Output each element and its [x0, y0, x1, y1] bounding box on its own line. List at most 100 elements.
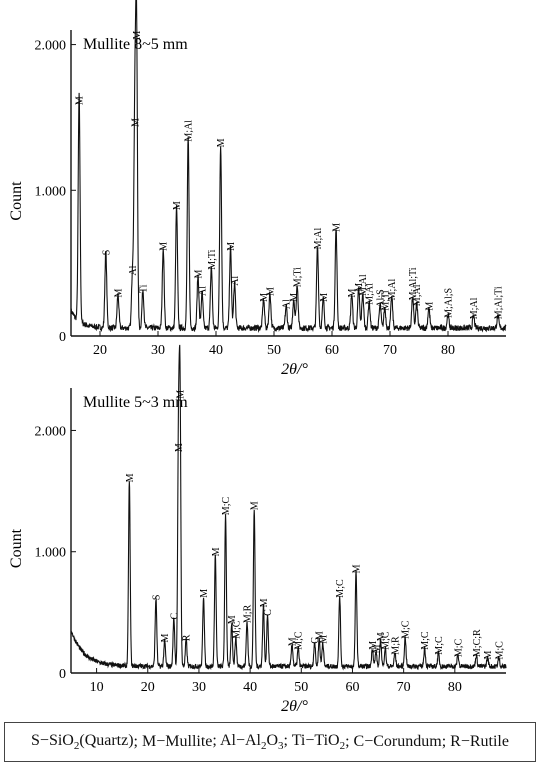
- peak-label: M: [160, 634, 171, 643]
- peak-label: M: [227, 615, 238, 624]
- peak-label: M: [265, 287, 276, 296]
- peak-label: M: [194, 270, 205, 279]
- legend-symbol: Ti: [291, 731, 306, 749]
- y-tick-label: 1.000: [35, 546, 67, 561]
- legend-separator: −: [39, 731, 49, 749]
- peak-label: M: [318, 635, 329, 644]
- peak-label: M;Al: [358, 274, 369, 296]
- peak-label: Al: [230, 276, 241, 286]
- legend-item-s: S−SiO2(Quartz): [31, 732, 134, 752]
- peak-label: M: [130, 118, 141, 127]
- x-axis-label: 2θ/°: [281, 698, 308, 715]
- legend-symbol: S: [31, 731, 40, 749]
- legend-item-r: R−Rutile: [442, 733, 509, 751]
- legend-separator: −: [235, 731, 245, 749]
- peak-label: M;C: [381, 631, 392, 650]
- legend-item-m: M−Mullite: [134, 733, 213, 751]
- peak-label: S: [101, 250, 112, 256]
- peak-label: M: [288, 637, 299, 646]
- legend-separator: −: [305, 731, 315, 749]
- legend-separator: −: [156, 733, 166, 750]
- peak-label: M;C: [294, 631, 305, 650]
- peak-label: M;Al;Ti: [408, 267, 419, 300]
- peak-label: M;Al: [469, 297, 480, 319]
- legend-name: TiO: [314, 731, 340, 749]
- peak-label: M;C: [335, 579, 346, 598]
- phase-legend: S−SiO2(Quartz) M−Mullite Al−Al2O3 Ti−TiO…: [4, 722, 536, 762]
- peak-label: Ti: [138, 284, 149, 293]
- peak-label: M;C: [401, 620, 412, 639]
- x-tick-label: 20: [141, 680, 155, 695]
- peak-label: M: [159, 242, 170, 251]
- legend-name: Al: [244, 731, 261, 749]
- peak-label: M;Al: [412, 284, 423, 306]
- legend-name: Corundum: [373, 733, 442, 750]
- diffraction-trace: [70, 0, 507, 333]
- peak-label: M: [174, 443, 185, 452]
- x-tick-label: 80: [448, 680, 462, 695]
- peak-label: M: [315, 631, 326, 640]
- legend-subscript: 2: [73, 740, 80, 753]
- peak-label: C: [169, 613, 180, 620]
- x-tick-label: 30: [192, 680, 206, 695]
- peak-label: M;C: [231, 620, 242, 639]
- panel-title: Mullite 5~3 mm: [83, 394, 188, 411]
- peak-label: M;C: [420, 631, 431, 650]
- peak-label: M;C: [221, 497, 232, 516]
- x-axis-label: 2θ/°: [281, 361, 308, 378]
- peak-label: M;Al: [365, 283, 376, 305]
- legend-name-suffix: (Quartz): [79, 731, 134, 749]
- peak-label: M: [211, 547, 222, 556]
- legend-item-ti: Ti−TiO2: [284, 731, 346, 753]
- legend-separator: −: [460, 733, 470, 750]
- peak-label: Al;S: [376, 289, 387, 307]
- peak-label: Al: [128, 265, 139, 275]
- peak-label: M: [319, 293, 330, 302]
- peak-label: M;Ti: [293, 267, 304, 287]
- peak-label: M: [199, 589, 210, 598]
- peak-label: M;R: [243, 604, 254, 623]
- legend-name: Rutile: [469, 733, 509, 750]
- peak-label: M: [347, 289, 358, 298]
- y-tick-label: 1.000: [35, 184, 67, 199]
- peak-label: M: [376, 632, 387, 641]
- peak-label: M;Al: [387, 279, 398, 301]
- peak-label: M: [259, 293, 270, 302]
- peak-label: Al: [282, 299, 293, 309]
- y-axis-label: Count: [8, 181, 25, 221]
- peak-label: M: [259, 598, 270, 607]
- legend-item-c: C−Corundum: [345, 733, 442, 751]
- legend-symbol: R: [450, 733, 461, 750]
- x-tick-label: 20: [93, 343, 107, 358]
- x-tick-label: 30: [151, 343, 165, 358]
- legend-subscript: 2: [260, 740, 267, 753]
- legend-item-al: Al−Al2O3: [212, 731, 284, 753]
- peak-label: M;C: [494, 641, 505, 660]
- legend-symbol: C: [353, 733, 365, 750]
- x-tick-label: 40: [209, 343, 223, 358]
- y-tick-label: 2.000: [35, 424, 67, 439]
- peak-label: M;Al: [184, 120, 195, 142]
- peak-label: M: [132, 31, 143, 40]
- peak-label: M: [289, 293, 300, 302]
- peak-label: M;R: [390, 636, 401, 655]
- x-tick-label: 60: [325, 343, 339, 358]
- legend-name: Mullite: [165, 733, 213, 750]
- peak-label: M: [372, 644, 383, 653]
- peak-label: M;Al: [313, 228, 324, 250]
- legend-symbol: M: [142, 733, 157, 750]
- x-tick-label: 70: [383, 343, 397, 358]
- legend-subscript-2: 3: [278, 740, 284, 753]
- x-tick-label: 60: [345, 680, 359, 695]
- legend-separator: −: [364, 733, 374, 750]
- peak-label: M;C: [453, 638, 464, 657]
- peak-label: M: [250, 501, 261, 510]
- peak-label: C: [310, 637, 321, 644]
- peak-label: M: [483, 651, 494, 660]
- y-tick-label: 0: [59, 330, 66, 345]
- legend-subscript: 2: [339, 740, 346, 753]
- peak-label: R: [182, 634, 193, 641]
- peak-label: M: [114, 289, 125, 298]
- peak-label: S: [152, 595, 163, 601]
- peak-label: C: [263, 609, 274, 616]
